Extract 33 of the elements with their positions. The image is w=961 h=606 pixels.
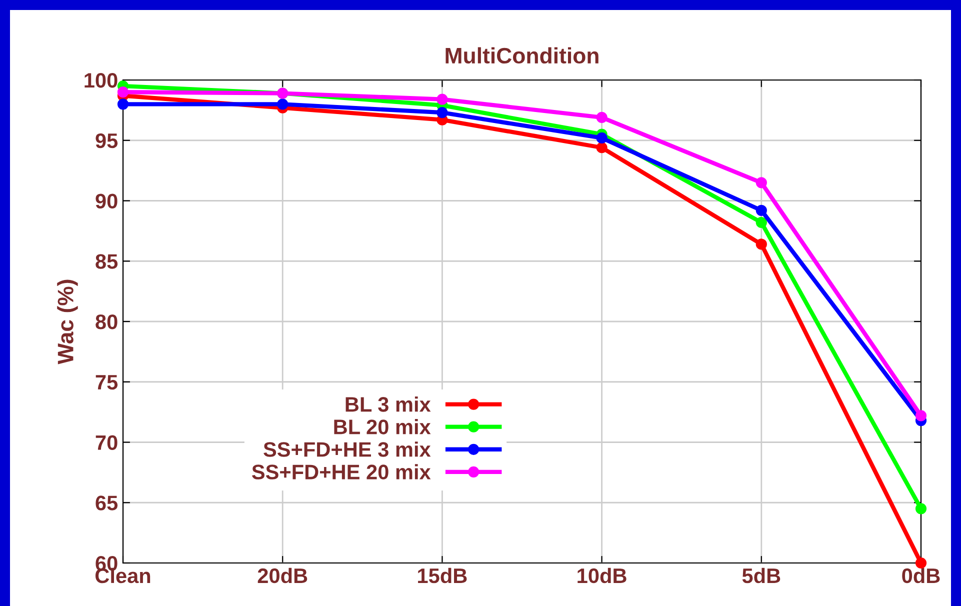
- chart-title: MultiCondition: [446, 47, 598, 64]
- x-tick-label: 10dB: [578, 568, 626, 584]
- y-tick-label: 95: [96, 133, 118, 148]
- legend-label: BL 3 mix: [346, 396, 431, 412]
- y-tick-label: 85: [96, 254, 118, 269]
- point: [596, 132, 608, 144]
- x-tick-label: 20dB: [258, 568, 308, 584]
- y-axis-title: Wac (%): [57, 280, 78, 364]
- point: [915, 410, 927, 422]
- y-tick-label: 80: [96, 314, 118, 330]
- y-tick-label: 65: [96, 496, 118, 510]
- point: [117, 98, 129, 110]
- point: [756, 204, 767, 216]
- legend-label: SS+FD+HE 20 mix: [252, 464, 431, 480]
- point: [915, 503, 927, 514]
- point: [756, 238, 767, 250]
- point: [596, 142, 608, 154]
- legend-label: SS+FD+HE 3 mix: [264, 442, 431, 457]
- point: [436, 94, 448, 105]
- point: [756, 177, 767, 188]
- y-tick-label: 70: [96, 435, 118, 450]
- point: [756, 216, 767, 228]
- legend-label: BL 20 mix: [334, 419, 431, 434]
- x-tick-label: 15dB: [418, 568, 467, 584]
- point: [436, 107, 448, 118]
- x-tick-label: 0dB: [902, 568, 940, 584]
- point: [117, 86, 129, 98]
- x-tick-label: 5dB: [742, 568, 780, 584]
- y-tick-label: 90: [96, 194, 118, 209]
- point: [277, 98, 288, 110]
- point: [596, 112, 608, 123]
- y-tick-label: 100: [84, 73, 118, 88]
- y-tick-label: 75: [96, 375, 118, 390]
